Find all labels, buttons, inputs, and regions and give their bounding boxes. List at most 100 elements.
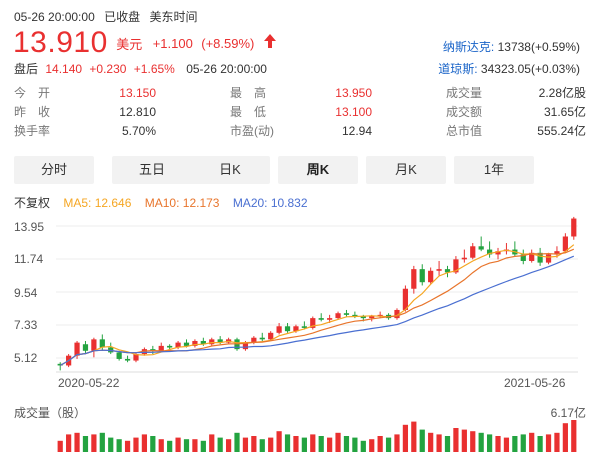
tab-one-year[interactable]: 1年 (454, 156, 534, 184)
volume-bar (402, 424, 409, 452)
stat-value: 2.28亿股 (538, 86, 586, 100)
candle-body (91, 339, 97, 351)
candle-body (529, 252, 535, 261)
after-hours-row: 盘后 14.140 +0.230 +1.65% 05-26 20:00:00 (14, 60, 267, 77)
candle-body (428, 270, 434, 283)
candle-body (301, 326, 307, 328)
stat-turnover: 换手率 5.70% (14, 122, 156, 140)
volume-bar (234, 432, 240, 452)
ma20-label: MA20: 10.832 (232, 196, 308, 210)
volume-bar (428, 432, 434, 452)
index-name[interactable]: 道琼斯: (438, 62, 478, 76)
volume-bar (124, 440, 131, 452)
candle-body (74, 342, 80, 356)
candle-body (99, 339, 105, 348)
price-row: 13.910 美元 +1.100 (+8.59%) (13, 26, 277, 59)
stat-value: 12.94 (341, 124, 372, 138)
stat-volume: 成交量 2.28亿股 (446, 84, 586, 102)
after-hours-time: 05-26 20:00:00 (186, 62, 267, 76)
tab-weekly-k[interactable]: 周K (278, 156, 358, 184)
ma5-line (59, 244, 575, 367)
volume-bar (310, 434, 316, 452)
tab-five-day[interactable]: 五日 (112, 156, 192, 184)
candles (57, 216, 577, 371)
stat-prev-close: 昨 收 12.810 (14, 103, 156, 121)
stat-label: 最 低 (230, 105, 267, 119)
volume-bar (175, 437, 181, 452)
candle-body (150, 349, 156, 351)
volume-bar (225, 439, 232, 452)
volume-bar (537, 436, 543, 452)
volume-bar (419, 429, 425, 452)
index-nasdaq[interactable]: 纳斯达克: 13738(+0.59%) (443, 38, 580, 55)
candle-body (495, 251, 501, 255)
ma10-label: MA10: 12.173 (144, 196, 220, 210)
volume-bar (116, 439, 122, 452)
tab-intraday[interactable]: 分时 (14, 156, 94, 184)
stat-label: 成交额 (446, 105, 483, 119)
volume-bar (259, 439, 265, 452)
index-name[interactable]: 纳斯达克: (442, 40, 495, 54)
candle-body (453, 259, 459, 273)
stat-label: 总市值 (446, 124, 483, 138)
candle-body (436, 269, 442, 271)
candle-body (537, 252, 543, 263)
y-tick-label: 13.95 (14, 220, 45, 234)
candle-body (183, 342, 190, 346)
volume-bar (284, 434, 291, 452)
volume-bar (293, 436, 299, 452)
candle-body (360, 316, 366, 319)
volume-bar (545, 434, 552, 452)
candle-body (57, 363, 63, 366)
ma10-line (59, 248, 575, 367)
volume-bar (377, 436, 383, 452)
volume-bar (335, 432, 341, 452)
candle-body (327, 318, 333, 320)
volume-bar (251, 436, 257, 452)
volume-bar (74, 432, 80, 452)
chart-grid (56, 225, 578, 373)
y-tick-label: 9.54 (14, 286, 38, 300)
stat-value: 5.70% (121, 124, 156, 138)
candle-body (217, 339, 223, 343)
candle-body (259, 337, 265, 340)
status-line: 05-26 20:00:00 已收盘 美东时间 (14, 8, 203, 25)
volume-bar (167, 440, 173, 452)
candle-body (478, 246, 484, 250)
candle-body (276, 326, 282, 333)
stat-high: 最 高 13.950 (230, 84, 372, 102)
volume-bar (217, 437, 223, 452)
volume-bar (503, 437, 510, 452)
last-price: 13.910 (13, 26, 108, 59)
candle-body (554, 251, 560, 255)
stat-label: 换手率 (14, 124, 51, 138)
volume-bar (411, 421, 417, 452)
volume-bar (301, 437, 307, 452)
candle-body (343, 313, 350, 315)
candle-body (444, 269, 451, 273)
volume-bar (444, 436, 451, 452)
volume-bar (554, 432, 560, 452)
volume-bar (209, 434, 215, 452)
index-value: 13738(+0.59%) (497, 40, 580, 54)
quote-datetime: 05-26 20:00:00 (14, 10, 95, 24)
candle-body (167, 345, 173, 348)
price-change: +1.100 (152, 35, 193, 51)
candle-body (470, 246, 476, 258)
timezone-label: 美东时间 (149, 10, 198, 24)
tab-monthly-k[interactable]: 月K (366, 156, 446, 184)
tab-daily-k[interactable]: 日K (190, 156, 270, 184)
stat-value: 13.150 (119, 86, 156, 100)
index-dow[interactable]: 道琼斯: 34323.05(+0.03%) (438, 60, 580, 77)
volume-title: 成交量（股） (14, 406, 87, 420)
candle-body (209, 339, 215, 345)
adjust-mode[interactable]: 不复权 (14, 196, 51, 210)
volume-bar (369, 439, 375, 452)
stat-label: 最 高 (230, 86, 267, 100)
candle-body (402, 288, 409, 310)
y-tick-label: 11.74 (14, 252, 44, 266)
candle-body (158, 345, 164, 351)
volume-bar (461, 429, 467, 452)
volume-bar (512, 436, 518, 452)
